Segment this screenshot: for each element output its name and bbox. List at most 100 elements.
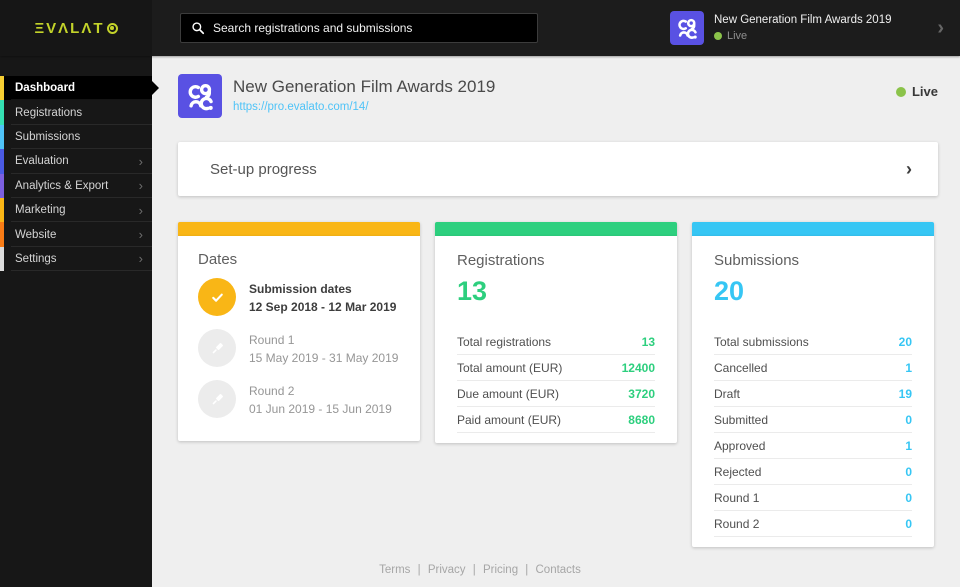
sidebar-item-registrations[interactable]: Registrations › xyxy=(0,100,152,126)
sidebar-item-label: Marketing xyxy=(15,204,66,217)
event-logo-icon xyxy=(670,11,704,45)
stat-value: 19 xyxy=(898,386,912,401)
chevron-right-icon: › xyxy=(138,202,143,218)
footer-link-privacy[interactable]: Privacy xyxy=(427,564,466,576)
date-name: Round 1 xyxy=(249,333,295,347)
sidebar-item-analytics-export[interactable]: Analytics & Export › xyxy=(0,173,152,199)
sidebar-item-evaluation[interactable]: Evaluation › xyxy=(0,149,152,174)
dates-card-title: Dates xyxy=(198,251,238,268)
setup-progress-card[interactable]: Set-up progress › xyxy=(178,142,938,196)
check-icon xyxy=(209,289,226,306)
sidebar-item-marketing[interactable]: Marketing › xyxy=(0,197,152,223)
submissions-card-title: Submissions xyxy=(714,252,800,269)
sidebar-item-dashboard[interactable]: Dashboard › xyxy=(0,76,152,101)
stat-label: Rejected xyxy=(714,464,762,479)
dates-card: Dates Submission dates 12 Sep 2018 - 12 … xyxy=(178,222,420,441)
stat-row: Approved 1 xyxy=(714,433,912,459)
sidebar-color-strip xyxy=(0,246,4,272)
stat-label: Approved xyxy=(714,438,766,453)
registrations-card-title: Registrations xyxy=(457,252,545,269)
footer-link-contacts[interactable]: Contacts xyxy=(535,564,581,576)
date-range: 12 Sep 2018 - 12 Mar 2019 xyxy=(249,300,397,314)
sidebar-color-strip xyxy=(0,222,4,247)
stat-label: Paid amount (EUR) xyxy=(457,412,562,427)
gavel-icon xyxy=(209,391,226,408)
stat-value: 1 xyxy=(905,360,912,375)
summary-cards-row: Dates Submission dates 12 Sep 2018 - 12 … xyxy=(178,222,938,547)
chevron-right-icon: › xyxy=(138,178,143,194)
sidebar: Dashboard › Registrations › Submissions … xyxy=(0,56,152,587)
sidebar-item-label: Dashboard xyxy=(15,82,76,95)
footer-link-pricing[interactable]: Pricing xyxy=(482,564,519,576)
date-status-icon xyxy=(198,380,236,418)
live-dot-icon xyxy=(895,86,906,97)
sidebar-color-strip xyxy=(0,100,4,125)
event-selector-title: New Generation Film Awards 2019 xyxy=(714,14,892,26)
stat-row: Total registrations 13 xyxy=(457,329,655,355)
stat-value: 12400 xyxy=(621,360,655,375)
stat-row: Submitted 0 xyxy=(714,407,912,433)
date-item: Round 1 15 May 2019 - 31 May 2019 xyxy=(198,329,400,367)
event-selector-status: Live xyxy=(714,30,892,42)
sidebar-item-label: Evaluation xyxy=(15,155,69,168)
stat-label: Total submissions xyxy=(714,334,809,349)
submissions-card-accent-bar xyxy=(692,222,934,236)
chevron-right-icon: › xyxy=(906,159,912,179)
footer: Terms | Privacy | Pricing | Contacts | xyxy=(379,564,581,576)
sidebar-item-label: Settings xyxy=(15,252,57,265)
live-dot-icon xyxy=(714,32,722,40)
stat-label: Submitted xyxy=(714,412,769,427)
registrations-total: 13 xyxy=(457,276,488,306)
sidebar-item-website[interactable]: Website › xyxy=(0,222,152,248)
date-name: Submission dates xyxy=(249,282,352,296)
page-header: New Generation Film Awards 2019 https://… xyxy=(178,74,938,118)
stat-label: Total amount (EUR) xyxy=(457,360,563,375)
dates-card-accent-bar xyxy=(178,222,420,236)
sidebar-color-strip xyxy=(0,76,4,101)
sidebar-color-strip xyxy=(0,124,4,150)
page-title: New Generation Film Awards 2019 xyxy=(233,77,496,96)
date-range: 01 Jun 2019 - 15 Jun 2019 xyxy=(249,402,392,416)
date-range: 15 May 2019 - 31 May 2019 xyxy=(249,351,399,365)
setup-progress-label: Set-up progress xyxy=(210,160,317,178)
date-name: Round 2 xyxy=(249,384,295,398)
footer-link-terms[interactable]: Terms xyxy=(379,564,411,576)
event-url-link[interactable]: https://pro.evalato.com/14/ xyxy=(233,101,369,113)
brand-logo-o-icon xyxy=(106,22,118,34)
date-item: Submission dates 12 Sep 2018 - 12 Mar 20… xyxy=(198,278,400,316)
sidebar-color-strip xyxy=(0,197,4,223)
brand-logo[interactable]: ΞVΛLΛT xyxy=(0,0,152,56)
submissions-card: Submissions 20 Total submissions 20 Canc… xyxy=(692,222,934,547)
search-input[interactable] xyxy=(213,21,527,35)
stat-value: 0 xyxy=(905,412,912,427)
stat-row: Due amount (EUR) 3720 xyxy=(457,381,655,407)
stat-row: Paid amount (EUR) 8680 xyxy=(457,407,655,433)
brand-logo-text: ΞVΛLΛT xyxy=(34,19,105,37)
date-status-icon xyxy=(198,329,236,367)
sidebar-item-label: Submissions xyxy=(15,130,81,143)
event-selector[interactable]: New Generation Film Awards 2019 Live › xyxy=(658,0,960,56)
stat-row: Draft 19 xyxy=(714,381,912,407)
stat-value: 13 xyxy=(641,334,655,349)
sidebar-item-submissions[interactable]: Submissions › xyxy=(0,124,152,150)
stat-row: Total amount (EUR) 12400 xyxy=(457,355,655,381)
stat-row: Round 1 0 xyxy=(714,485,912,511)
date-item: Round 2 01 Jun 2019 - 15 Jun 2019 xyxy=(198,380,400,418)
stat-label: Round 2 xyxy=(714,516,760,531)
sidebar-item-settings[interactable]: Settings › xyxy=(0,246,152,272)
sidebar-color-strip xyxy=(0,149,4,174)
stat-value: 1 xyxy=(905,438,912,453)
stat-label: Round 1 xyxy=(714,490,760,505)
stat-label: Total registrations xyxy=(457,334,552,349)
global-search[interactable] xyxy=(180,13,538,43)
stat-row: Round 2 0 xyxy=(714,511,912,537)
search-icon xyxy=(192,22,205,35)
stat-value: 20 xyxy=(898,334,912,349)
registrations-card-accent-bar xyxy=(435,222,677,236)
chevron-right-icon[interactable]: › xyxy=(937,17,944,39)
stat-row: Total submissions 20 xyxy=(714,329,912,355)
sidebar-item-label: Registrations xyxy=(15,106,83,119)
stat-row: Cancelled 1 xyxy=(714,355,912,381)
status-badge: Live xyxy=(895,84,938,99)
sidebar-color-strip xyxy=(0,173,4,198)
